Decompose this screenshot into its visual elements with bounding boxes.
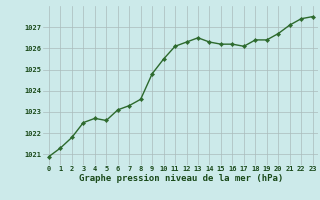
- X-axis label: Graphe pression niveau de la mer (hPa): Graphe pression niveau de la mer (hPa): [79, 174, 283, 183]
